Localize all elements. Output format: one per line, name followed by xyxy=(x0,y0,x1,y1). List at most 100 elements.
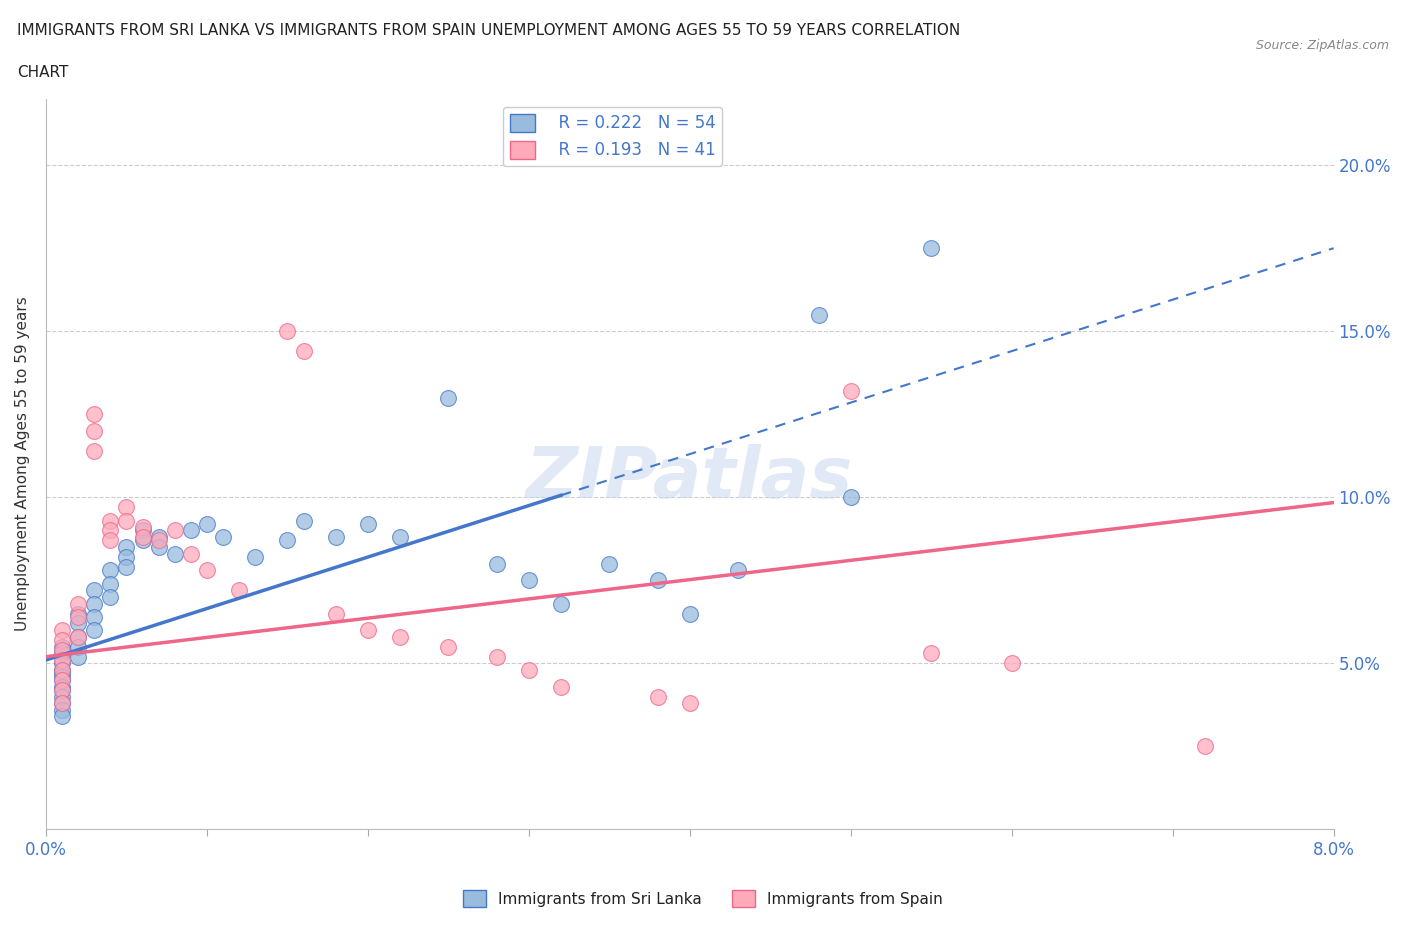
Point xyxy=(679,696,702,711)
Text: IMMIGRANTS FROM SRI LANKA VS IMMIGRANTS FROM SPAIN UNEMPLOYMENT AMONG AGES 55 TO: IMMIGRANTS FROM SRI LANKA VS IMMIGRANTS … xyxy=(17,23,960,38)
Point xyxy=(67,606,90,621)
Point xyxy=(485,649,508,664)
Point xyxy=(550,596,572,611)
Point xyxy=(67,616,90,631)
Point xyxy=(51,679,73,694)
Point xyxy=(195,516,218,531)
Point xyxy=(115,560,138,575)
Point xyxy=(67,630,90,644)
Point xyxy=(51,672,73,687)
Point xyxy=(1194,739,1216,754)
Point xyxy=(67,639,90,654)
Point xyxy=(212,530,235,545)
Point xyxy=(51,672,73,687)
Point xyxy=(51,670,73,684)
Point xyxy=(357,516,380,531)
Point xyxy=(276,324,298,339)
Point xyxy=(292,513,315,528)
Text: CHART: CHART xyxy=(17,65,69,80)
Point xyxy=(51,662,73,677)
Point xyxy=(357,623,380,638)
Point xyxy=(51,683,73,698)
Point xyxy=(292,344,315,359)
Point xyxy=(389,530,412,545)
Point xyxy=(115,499,138,514)
Point xyxy=(325,530,347,545)
Point xyxy=(148,539,170,554)
Point xyxy=(131,523,153,538)
Point xyxy=(163,546,186,561)
Point xyxy=(51,689,73,704)
Point xyxy=(67,630,90,644)
Point xyxy=(148,533,170,548)
Point xyxy=(98,533,121,548)
Point xyxy=(727,563,749,578)
Point xyxy=(180,523,202,538)
Point xyxy=(276,533,298,548)
Point xyxy=(550,679,572,694)
Point xyxy=(839,490,862,505)
Point xyxy=(131,520,153,535)
Point xyxy=(163,523,186,538)
Point xyxy=(51,683,73,698)
Point xyxy=(98,590,121,604)
Point xyxy=(920,646,942,661)
Text: Source: ZipAtlas.com: Source: ZipAtlas.com xyxy=(1256,39,1389,52)
Point xyxy=(485,556,508,571)
Point xyxy=(98,513,121,528)
Legend:   R = 0.222   N = 54,   R = 0.193   N = 41: R = 0.222 N = 54, R = 0.193 N = 41 xyxy=(503,107,723,166)
Point xyxy=(98,577,121,591)
Point xyxy=(83,583,105,598)
Point xyxy=(83,423,105,438)
Point xyxy=(83,406,105,421)
Point xyxy=(51,696,73,711)
Point xyxy=(389,630,412,644)
Point xyxy=(83,609,105,624)
Point xyxy=(51,632,73,647)
Point xyxy=(98,563,121,578)
Point xyxy=(245,550,267,565)
Point xyxy=(228,583,250,598)
Point xyxy=(839,383,862,398)
Point xyxy=(67,609,90,624)
Point xyxy=(51,643,73,658)
Point xyxy=(517,662,540,677)
Point xyxy=(51,702,73,717)
Point xyxy=(598,556,620,571)
Point xyxy=(115,539,138,554)
Point xyxy=(807,307,830,322)
Point xyxy=(131,530,153,545)
Point xyxy=(67,596,90,611)
Y-axis label: Unemployment Among Ages 55 to 59 years: Unemployment Among Ages 55 to 59 years xyxy=(15,297,30,631)
Point xyxy=(83,444,105,458)
Point xyxy=(51,709,73,724)
Point xyxy=(51,662,73,677)
Text: ZIPatlas: ZIPatlas xyxy=(526,445,853,513)
Point xyxy=(1001,656,1024,671)
Point xyxy=(148,530,170,545)
Point xyxy=(51,653,73,668)
Point xyxy=(647,573,669,588)
Point xyxy=(679,606,702,621)
Point xyxy=(51,696,73,711)
Point xyxy=(325,606,347,621)
Point xyxy=(115,513,138,528)
Point xyxy=(517,573,540,588)
Point xyxy=(51,639,73,654)
Point xyxy=(920,241,942,256)
Point xyxy=(67,649,90,664)
Point xyxy=(83,623,105,638)
Point xyxy=(98,523,121,538)
Point xyxy=(180,546,202,561)
Point xyxy=(437,391,460,405)
Point xyxy=(131,533,153,548)
Point xyxy=(195,563,218,578)
Legend: Immigrants from Sri Lanka, Immigrants from Spain: Immigrants from Sri Lanka, Immigrants fr… xyxy=(457,884,949,913)
Point xyxy=(51,656,73,671)
Point xyxy=(51,623,73,638)
Point xyxy=(647,689,669,704)
Point xyxy=(83,596,105,611)
Point xyxy=(51,666,73,681)
Point xyxy=(115,550,138,565)
Point xyxy=(51,646,73,661)
